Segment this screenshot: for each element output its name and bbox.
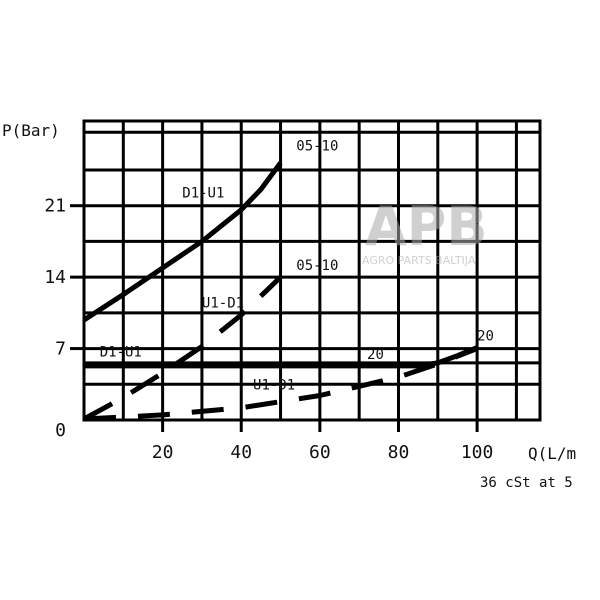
- curve-label: U1-D1: [202, 296, 244, 312]
- x-tick-label: 60: [309, 442, 331, 463]
- series-line-u1-d1: [83, 346, 479, 422]
- x-tick-label: 80: [388, 442, 410, 463]
- curve-label: 05-10: [296, 139, 338, 155]
- y-axis-label: P(Bar): [2, 121, 60, 140]
- series-group: [82, 161, 479, 422]
- curve-label: 20: [367, 347, 384, 363]
- watermark-caption: AGRO PARTS BALTIJA: [362, 254, 476, 267]
- curve-label: 05-10: [296, 258, 338, 274]
- curve-label: U1-D1: [253, 377, 295, 393]
- curve-label: D1-U1: [100, 345, 142, 361]
- watermark-logo-text: APB: [365, 195, 488, 258]
- x-tick-label: 20: [152, 442, 174, 463]
- x-tick-label: 100: [461, 442, 494, 463]
- plot-frame: [82, 119, 542, 422]
- labels-group: 05-10 D1-U1 05-10 U1-D1 D1-U1 20 U1-D1 20: [100, 139, 494, 394]
- footnote: 36 cSt at 5: [480, 475, 573, 491]
- x-tick-label: 40: [230, 442, 252, 463]
- y-tick-label: 21: [44, 196, 66, 217]
- y-tick-label: 0: [55, 420, 66, 441]
- grid: 20 40 60 80 100 0 7 14 21: [44, 119, 542, 463]
- series-line-d1-u1: [82, 161, 283, 323]
- curve-label: D1-U1: [182, 186, 224, 202]
- curve-label: 20: [477, 328, 494, 344]
- watermark-logo: APB AGRO PARTS BALTIJA: [362, 195, 488, 267]
- x-axis-label: Q(L/m: [528, 444, 576, 463]
- y-tick-label: 14: [44, 267, 66, 288]
- y-tick-label: 7: [55, 339, 66, 360]
- series-line-u1-d1: [82, 275, 283, 422]
